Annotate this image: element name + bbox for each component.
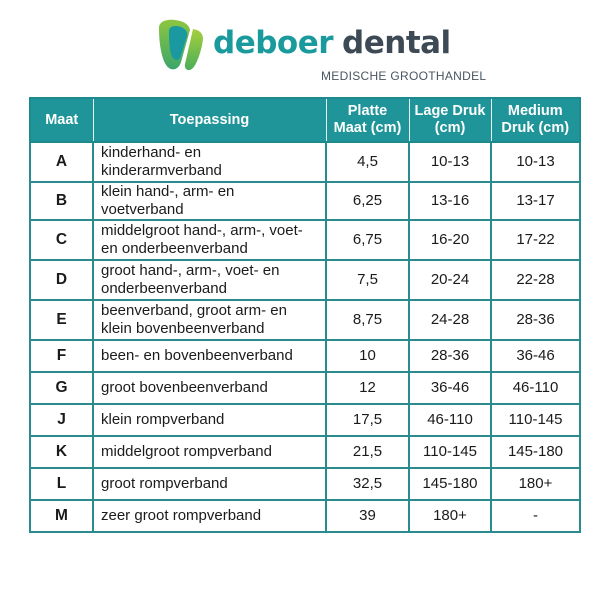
cell-maat: C	[29, 219, 94, 261]
table-row: E beenverband, groot arm- en klein boven…	[29, 299, 581, 341]
cell-lage: 16-20	[408, 219, 492, 261]
cell-medium: 28-36	[490, 299, 581, 341]
table-row: L groot rompverband 32,5 145-180 180+	[29, 467, 581, 501]
cell-maat: B	[29, 181, 94, 221]
cell-platte: 6,25	[325, 181, 410, 221]
cell-toepassing: kinderhand- en kinderarmverband	[92, 141, 327, 183]
table-row: K middelgroot rompverband 21,5 110-145 1…	[29, 435, 581, 469]
cell-medium: 22-28	[490, 259, 581, 301]
table-row: D groot hand-, arm-, voet- en onderbeenv…	[29, 259, 581, 301]
cell-toepassing: klein rompverband	[92, 403, 327, 437]
header-platte-maat: Platte Maat (cm)	[325, 97, 410, 143]
cell-platte: 6,75	[325, 219, 410, 261]
cell-maat: D	[29, 259, 94, 301]
cell-maat: E	[29, 299, 94, 341]
header-medium-line1: Medium	[507, 103, 563, 119]
cell-lage: 24-28	[408, 299, 492, 341]
cell-medium: 180+	[490, 467, 581, 501]
table-row: G groot bovenbeenverband 12 36-46 46-110	[29, 371, 581, 405]
header-platte-line2: Maat (cm)	[333, 120, 402, 136]
cell-medium: 46-110	[490, 371, 581, 405]
header-lage-line1: Lage Druk	[414, 103, 486, 119]
cell-toepassing: beenverband, groot arm- en klein bovenbe…	[92, 299, 327, 341]
cell-medium: -	[490, 499, 581, 533]
header-lage-druk: Lage Druk (cm)	[408, 97, 492, 143]
brand-name-part1: deboer	[213, 25, 334, 61]
table-row: C middelgroot hand-, arm-, voet- en onde…	[29, 219, 581, 261]
cell-toepassing: been- en bovenbeenverband	[92, 339, 327, 373]
cell-lage: 28-36	[408, 339, 492, 373]
header-lage-line2: (cm)	[434, 120, 466, 136]
cell-platte: 21,5	[325, 435, 410, 469]
cell-lage: 10-13	[408, 141, 492, 183]
header-medium-line2: Druk (cm)	[501, 120, 570, 136]
cell-toepassing: groot rompverband	[92, 467, 327, 501]
cell-maat: F	[29, 339, 94, 373]
table-row: B klein hand-, arm- en voetverband 6,25 …	[29, 181, 581, 221]
tooth-icon	[159, 19, 203, 71]
cell-lage: 36-46	[408, 371, 492, 405]
cell-maat: K	[29, 435, 94, 469]
cell-lage: 145-180	[408, 467, 492, 501]
cell-maat: M	[29, 499, 94, 533]
cell-medium: 13-17	[490, 181, 581, 221]
table-row: F been- en bovenbeenverband 10 28-36 36-…	[29, 339, 581, 373]
brand-tagline: MEDISCHE GROOTHANDEL	[321, 69, 487, 83]
cell-maat: A	[29, 141, 94, 183]
table-row: J klein rompverband 17,5 46-110 110-145	[29, 403, 581, 437]
header-toepassing: Toepassing	[92, 97, 327, 143]
cell-maat: L	[29, 467, 94, 501]
cell-lage: 110-145	[408, 435, 492, 469]
cell-toepassing: middelgroot rompverband	[92, 435, 327, 469]
header-platte-line1: Platte	[347, 103, 388, 119]
cell-toepassing: middelgroot hand-, arm-, voet- en onderb…	[92, 219, 327, 261]
cell-platte: 10	[325, 339, 410, 373]
brand-logo: deboer dental MEDISCHE GROOTHANDEL	[153, 18, 486, 88]
cell-toepassing: klein hand-, arm- en voetverband	[92, 181, 327, 221]
brand-name-part2: dental	[342, 25, 451, 61]
cell-medium: 110-145	[490, 403, 581, 437]
cell-platte: 39	[325, 499, 410, 533]
cell-toepassing: groot hand-, arm-, voet- en onderbeenver…	[92, 259, 327, 301]
cell-platte: 4,5	[325, 141, 410, 183]
size-table: Maat Toepassing Platte Maat (cm) Lage Dr…	[29, 97, 581, 533]
cell-lage: 46-110	[408, 403, 492, 437]
cell-platte: 7,5	[325, 259, 410, 301]
header-medium-druk: Medium Druk (cm)	[490, 97, 581, 143]
cell-maat: J	[29, 403, 94, 437]
cell-medium: 17-22	[490, 219, 581, 261]
cell-medium: 10-13	[490, 141, 581, 183]
cell-medium: 36-46	[490, 339, 581, 373]
cell-platte: 32,5	[325, 467, 410, 501]
table-row: M zeer groot rompverband 39 180+ -	[29, 499, 581, 533]
cell-platte: 17,5	[325, 403, 410, 437]
cell-toepassing: groot bovenbeenverband	[92, 371, 327, 405]
cell-platte: 8,75	[325, 299, 410, 341]
cell-lage: 180+	[408, 499, 492, 533]
brand-name: deboer dental	[213, 26, 451, 60]
cell-platte: 12	[325, 371, 410, 405]
cell-lage: 20-24	[408, 259, 492, 301]
header-maat: Maat	[29, 97, 94, 143]
cell-toepassing: zeer groot rompverband	[92, 499, 327, 533]
table-row: A kinderhand- en kinderarmverband 4,5 10…	[29, 141, 581, 183]
cell-medium: 145-180	[490, 435, 581, 469]
cell-lage: 13-16	[408, 181, 492, 221]
cell-maat: G	[29, 371, 94, 405]
table-header-row: Maat Toepassing Platte Maat (cm) Lage Dr…	[29, 97, 581, 143]
